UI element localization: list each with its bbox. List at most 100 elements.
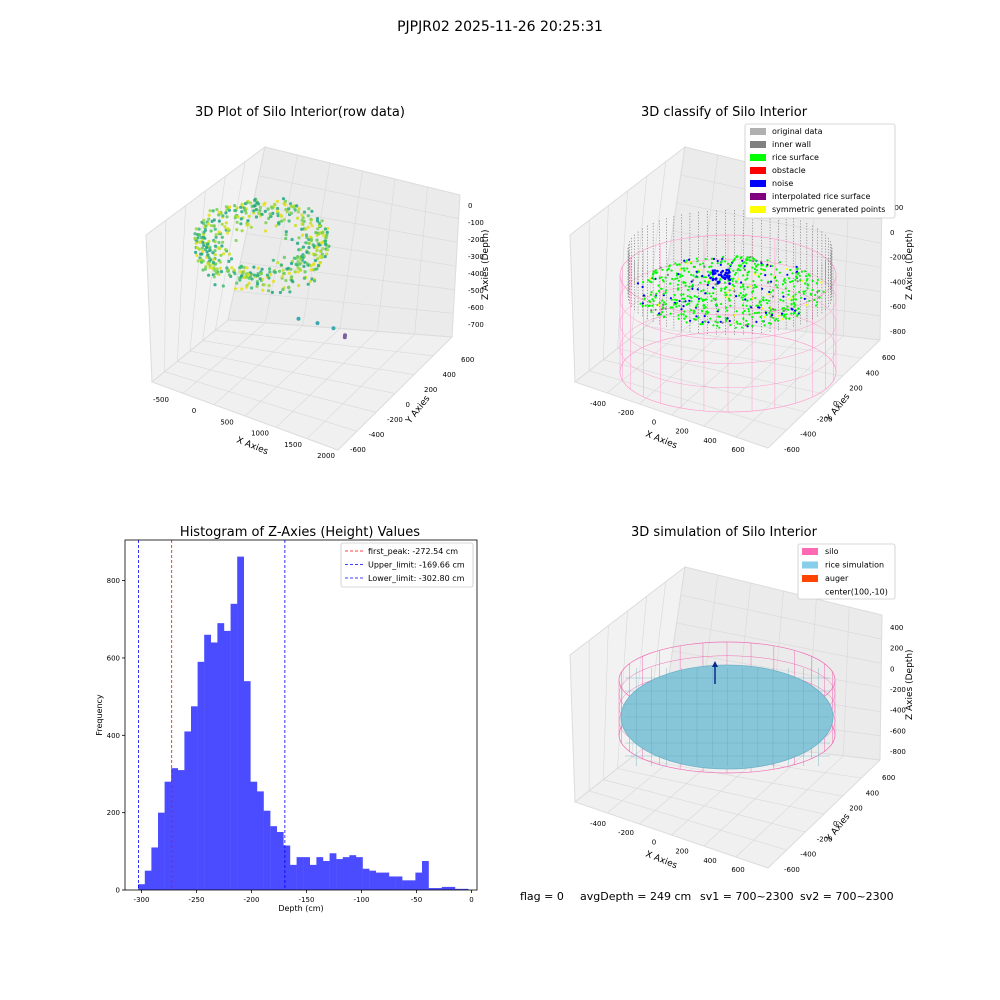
classify-point [786,308,790,311]
histogram-bar [415,872,423,890]
classify-point [796,314,799,317]
classify-x-tick-label: 600 [731,446,744,454]
raw-point [218,266,222,270]
classify-point [697,300,700,303]
raw-point [310,224,314,228]
classify-point [719,277,722,281]
raw-point [213,244,218,248]
simulation-legend-swatch [802,548,818,555]
raw-point [225,215,229,219]
classify-point [661,299,664,302]
classify-legend-swatch [750,193,766,200]
classify-point [746,277,749,280]
classify-point [709,271,712,274]
classify-point [755,320,758,323]
raw-point [198,256,202,260]
raw-point [293,223,298,228]
classify-point [671,277,674,281]
simulation-plot-title: 3D simulation of Silo Interior [631,525,818,540]
classify-point [726,309,729,312]
raw-point [258,277,262,281]
classify-point [781,291,784,294]
classify-point [654,277,657,280]
classify-point [733,257,737,260]
classify-point [814,293,817,297]
histogram-bar [448,886,456,890]
gridline [240,262,455,290]
raw-point [307,237,311,242]
classify-point [784,308,787,311]
classify-point [664,276,667,279]
raw-point [206,253,210,257]
classify-legend-swatch [750,128,766,135]
raw-point [309,218,313,222]
raw-y-tick-label: -200 [387,416,403,424]
raw-point [297,283,301,288]
status-sv1: sv1 = 700~2300 [700,890,794,903]
noise-cluster-point [716,269,719,273]
raw-point [250,286,254,290]
raw-y-tick-label: 0 [406,401,410,409]
raw-point [282,272,286,276]
classify-point [709,273,712,276]
classify-point [681,297,685,300]
classify-point [768,311,771,315]
raw-point [215,267,219,271]
classify-point [746,258,749,261]
depth-histogram: Histogram of Z-Axies (Height) Values -30… [95,525,478,913]
classify-point [685,259,689,262]
classify-point [772,316,775,320]
classify-x-tick-label: 400 [703,437,716,445]
raw-point [252,209,256,213]
simulation-z-axis-label: Z Axies (Depth) [905,649,915,720]
noise-cluster-point [725,268,728,272]
classify-point [756,311,759,314]
classify-point [698,268,701,271]
classify-point [784,281,787,284]
classify-point [701,310,704,313]
simulation-z-tick-label: -600 [890,727,906,735]
raw-point [252,265,256,269]
classify-point [729,323,732,327]
classify-point [703,265,706,268]
raw-point [217,213,221,217]
classify-point [808,299,811,302]
classify-point [720,302,723,306]
classify-point [658,301,661,305]
histogram-bar [336,859,343,890]
gridline [164,220,167,372]
gridline [676,202,882,244]
classify-point [811,279,814,282]
classify-point [675,299,679,302]
raw-point [307,207,311,211]
classify-legend-swatch [750,206,766,213]
classify-point [682,267,686,270]
simulation-3d-plot: 3D simulation of Silo Interior -400-2000… [569,525,915,874]
classify-point [662,292,665,295]
classify-point [701,298,705,301]
simulation-legend: silo rice simulation auger center(100,-10) [797,543,896,600]
classify-point [709,317,712,320]
classify-point [715,304,719,307]
histogram-bar [224,630,231,890]
raw-point [296,241,300,245]
raw-point [300,233,305,237]
raw-point [295,204,299,208]
raw-point [265,273,270,277]
classify-point [649,277,652,280]
classify-point [641,285,644,289]
raw-point [296,255,300,259]
classify-legend-label: noise [772,179,793,188]
classify-y-tick-label: -400 [800,431,816,439]
raw-point [302,276,307,280]
raw-z-tick-label: -700 [468,321,484,329]
status-avg-depth: avgDepth = 249 cm [580,890,691,903]
classify-point [764,274,767,277]
raw-outlier-point [315,321,320,326]
raw-point [289,202,293,206]
status-sv2: sv2 = 700~2300 [800,890,894,903]
classify-point [745,304,748,307]
raw-point [240,202,244,206]
classify-point [753,268,757,271]
classify-point [732,259,736,262]
